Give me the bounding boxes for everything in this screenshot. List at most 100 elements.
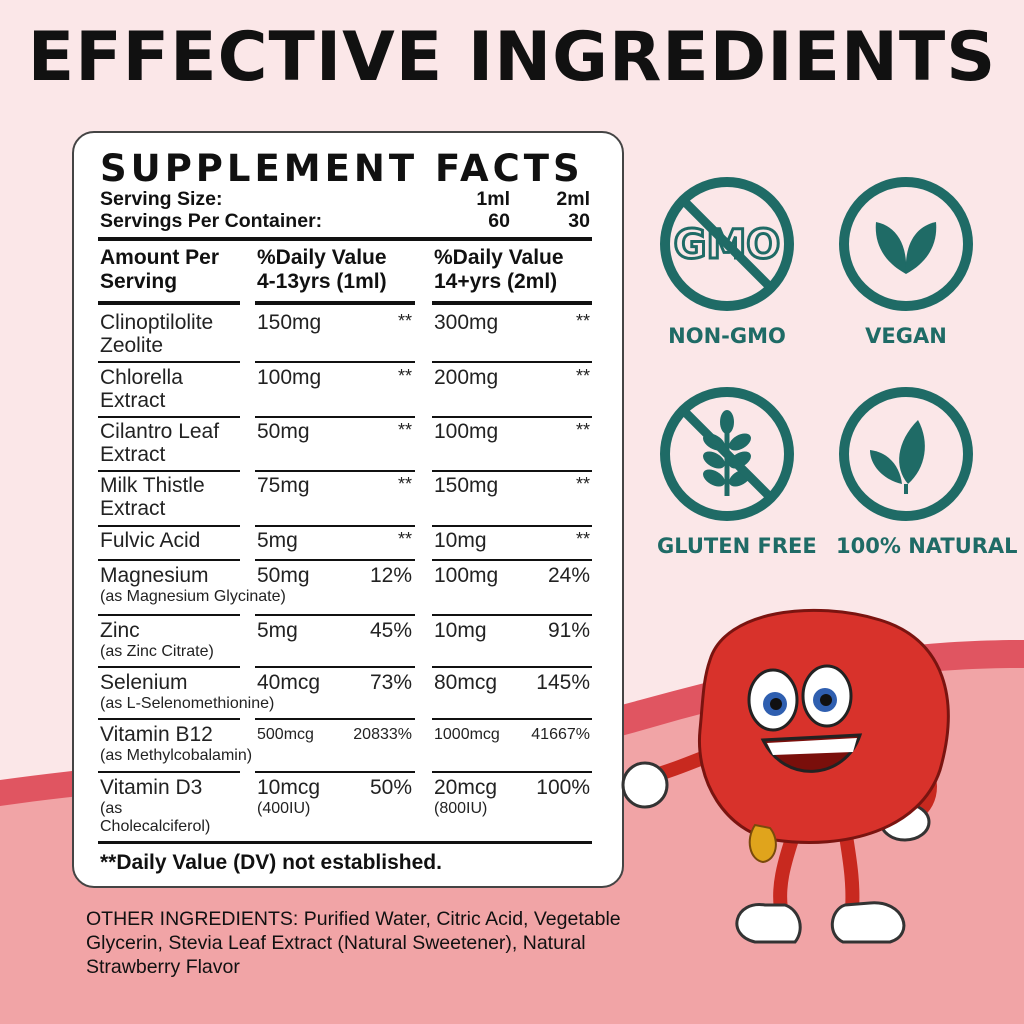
- ingredient-source-cont: Cholecalciferol): [100, 818, 211, 835]
- column-header-kids-line1: %Daily Value: [257, 246, 387, 269]
- column-header-adults-line1: %Daily Value: [434, 246, 564, 269]
- row-divider-col3: [432, 559, 592, 561]
- badge-non-gmo: GMO NON-GMO: [657, 174, 797, 348]
- column-header-kids: %Daily Value 4-13yrs (1ml): [257, 246, 387, 294]
- row-divider-col1: [98, 771, 240, 773]
- gluten-free-wheat-icon: [660, 387, 794, 521]
- footnote: **Daily Value (DV) not established.: [100, 851, 442, 874]
- row-divider-col3: [432, 470, 592, 472]
- amount-adults: 100mg: [434, 564, 499, 587]
- daily-value-kids: 45%: [369, 619, 412, 642]
- amount-kids: 5mg: [257, 619, 298, 642]
- daily-value-adults: 145%: [536, 671, 590, 694]
- amount-adults: 100mg: [434, 420, 499, 443]
- row-divider-col3: [432, 614, 592, 616]
- serving-size-kids: 1ml: [476, 188, 510, 210]
- row-divider-col2: [255, 666, 415, 668]
- amount-adults: 200mg: [434, 366, 499, 389]
- ingredient-name: Milk Thistle: [100, 474, 205, 497]
- row-divider-col2: [255, 525, 415, 527]
- page-headline: EFFECTIVE INGREDIENTS: [27, 18, 997, 97]
- daily-value-adults: **: [575, 529, 590, 549]
- row-divider-col1: [98, 525, 240, 527]
- thick-divider: [98, 237, 592, 241]
- other-ingredients-text: Purified Water, Citric Acid, Vegetable G…: [86, 908, 621, 978]
- amount-kids: 150mg: [257, 311, 322, 334]
- badge-natural: 100% NATURAL: [836, 384, 1018, 558]
- badge-label-natural: 100% NATURAL: [836, 534, 1018, 558]
- amount-kids-iu: (400IU): [257, 800, 311, 817]
- ingredient-name: Selenium: [100, 671, 188, 694]
- amount-adults: 1000mcg: [434, 726, 500, 743]
- column-header-adults-line2: 14+yrs (2ml): [434, 270, 558, 293]
- daily-value-adults: **: [575, 311, 590, 331]
- ingredient-name: Clinoptilolite: [100, 311, 214, 334]
- daily-value-adults: **: [575, 474, 590, 494]
- ingredient-name: Magnesium: [100, 564, 209, 587]
- row-divider-col2: [255, 470, 415, 472]
- daily-value-kids: **: [397, 474, 412, 494]
- row-divider-col2: [255, 614, 415, 616]
- row-divider-col2: [255, 718, 415, 720]
- column-header-amount-line2: Serving: [100, 270, 178, 293]
- footnote-divider: [98, 841, 592, 844]
- amount-kids: 5mg: [257, 529, 298, 552]
- daily-value-kids: **: [397, 311, 412, 331]
- serving-size-row: Serving Size: 1ml 2ml: [100, 188, 600, 210]
- daily-value-kids: **: [397, 420, 412, 440]
- amount-kids: 40mcg: [257, 671, 321, 694]
- daily-value-adults: 91%: [547, 619, 590, 642]
- row-divider-col3: [432, 666, 592, 668]
- ingredient-source: (as Magnesium Glycinate): [100, 588, 286, 605]
- panel-title: SUPPLEMENT FACTS: [100, 147, 584, 190]
- column-header-kids-line2: 4-13yrs (1ml): [257, 270, 387, 293]
- row-divider-col3: [432, 718, 592, 720]
- non-gmo-icon: GMO: [660, 177, 794, 311]
- amount-adults: 80mcg: [434, 671, 498, 694]
- ingredient-name: Extract: [100, 389, 166, 412]
- amount-adults-iu: (800IU): [434, 800, 488, 817]
- row-divider-col2: [255, 416, 415, 418]
- amount-adults: 300mg: [434, 311, 499, 334]
- daily-value-adults: **: [575, 420, 590, 440]
- amount-kids: 50mg: [257, 564, 310, 587]
- amount-adults: 10mg: [434, 619, 487, 642]
- ingredient-name: Fulvic Acid: [100, 529, 201, 552]
- ingredient-name: Zinc: [100, 619, 140, 642]
- other-ingredients-label: OTHER INGREDIENTS:: [86, 908, 299, 930]
- vegan-leaf-icon: [839, 177, 973, 311]
- daily-value-adults: 100%: [536, 776, 590, 799]
- row-divider-col1: [98, 361, 240, 363]
- daily-value-kids: 73%: [369, 671, 412, 694]
- daily-value-adults: **: [575, 366, 590, 386]
- amount-kids: 100mg: [257, 366, 322, 389]
- column-header-adults: %Daily Value 14+yrs (2ml): [434, 246, 564, 294]
- ingredient-name: Zeolite: [100, 334, 164, 357]
- row-divider-col3: [432, 771, 592, 773]
- row-divider-col1: [98, 614, 240, 616]
- servings-label: Servings Per Container:: [100, 210, 323, 232]
- ingredient-name: Cilantro Leaf: [100, 420, 220, 443]
- thick-divider-col1: [98, 301, 240, 305]
- column-header-amount-line1: Amount Per: [100, 246, 220, 269]
- amount-kids: 75mg: [257, 474, 310, 497]
- row-divider-col1: [98, 718, 240, 720]
- ingredient-source: (as L-Selenomethionine): [100, 695, 275, 712]
- ingredient-source: (as Methylcobalamin): [100, 747, 253, 764]
- natural-leaves-icon: [839, 387, 973, 521]
- amount-kids: 500mcg: [257, 726, 314, 743]
- liver-mascot: [621, 608, 950, 944]
- ingredient-source: (as: [100, 800, 123, 817]
- badge-label-vegan: VEGAN: [865, 324, 947, 348]
- badge-vegan: VEGAN: [836, 174, 976, 348]
- servings-per-container-row: Servings Per Container: 60 30: [100, 210, 600, 232]
- badge-label-non-gmo: NON-GMO: [668, 324, 786, 348]
- thick-divider-col2: [255, 301, 415, 305]
- column-header-amount: Amount Per Serving: [100, 246, 219, 294]
- amount-adults: 10mg: [434, 529, 487, 552]
- row-divider-col3: [432, 416, 592, 418]
- serving-size-label: Serving Size:: [100, 188, 223, 210]
- row-divider-col1: [98, 416, 240, 418]
- row-divider-col2: [255, 771, 415, 773]
- amount-adults: 20mcg: [434, 776, 498, 799]
